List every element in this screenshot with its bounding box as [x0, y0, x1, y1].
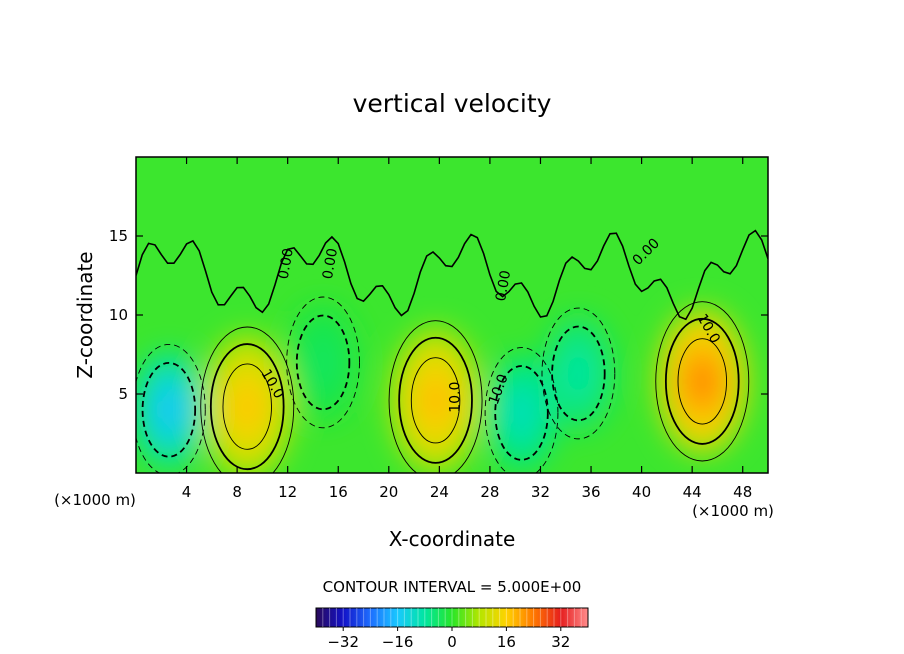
y-axis-label: Z-coordinate	[73, 251, 97, 378]
contour-ring-6-0	[286, 296, 360, 429]
contour-ring-6-1	[295, 314, 351, 411]
contour-ring-4-1	[494, 365, 549, 461]
colorbar: −32 −16 0 16 32	[315, 607, 589, 651]
x-tick-label-0: 4	[182, 483, 192, 501]
plot-area: 10.0 10.0 10.010.00.00 0.000.000.00	[136, 157, 768, 473]
colorbar-stripes	[322, 608, 582, 627]
field-cell-3-4	[161, 398, 176, 422]
x-tick-label-7: 32	[531, 483, 550, 501]
field-cell-1-4	[426, 385, 445, 415]
x-tick-label-5: 24	[430, 483, 449, 501]
contour-label-5: 0.00	[320, 247, 341, 280]
x-axis-label: X-coordinate	[389, 527, 516, 551]
colorbar-tick-label-3: 16	[497, 633, 516, 651]
chart-title: vertical velocity	[353, 89, 552, 118]
y-tick-label-0: 5	[118, 385, 128, 403]
contour-ring-2-1	[664, 317, 740, 445]
field-cell-4-4	[514, 401, 529, 425]
y-axis-ticks: 5 10 15	[109, 227, 768, 403]
contour-interval-label: CONTOUR INTERVAL = 5.000E+00	[323, 578, 582, 596]
contour-ring-1-0	[388, 320, 483, 473]
x-unit-label-right: (×1000 m)	[692, 502, 774, 520]
colorbar-ticks: −32 −16 0 16 32	[327, 627, 570, 651]
contour-ring-2-0	[655, 301, 750, 462]
x-tick-label-8: 36	[581, 483, 600, 501]
contour-ring-1-1	[398, 336, 473, 464]
y-tick-label-2: 15	[109, 227, 128, 245]
x-tick-label-6: 28	[480, 483, 499, 501]
colorbar-tick-label-0: −32	[327, 633, 359, 651]
colorbar-tick-label-1: −16	[382, 633, 414, 651]
field-cell-5-4	[571, 362, 586, 385]
contour-ring-0-1	[209, 343, 285, 471]
contour-ring-5-0	[541, 307, 616, 440]
contour-ring-1-2	[410, 357, 461, 444]
zero-contour	[136, 229, 768, 321]
field-cell-2-4	[693, 366, 712, 396]
contour-label-1: 10.0	[448, 382, 464, 413]
x-axis-ticks: 4 8 12 16 20 24 28 32 36 40 44 48	[182, 157, 752, 501]
contour-labels: 10.0 10.0 10.010.00.00 0.000.000.00	[257, 235, 723, 412]
x-tick-label-4: 20	[379, 483, 398, 501]
x-unit-label-left: (×1000 m)	[54, 491, 136, 509]
x-tick-label-9: 40	[632, 483, 651, 501]
contour-ring-2-2	[677, 338, 727, 425]
field-cell-6-4	[315, 351, 331, 374]
contour-lines	[136, 229, 768, 473]
contour-ring-0-2	[222, 363, 272, 450]
y-tick-label-1: 10	[109, 306, 128, 324]
field-cell-0-4	[238, 392, 257, 422]
contour-ring-3-0	[136, 343, 206, 473]
x-tick-label-1: 8	[232, 483, 242, 501]
contour-label-6: 0.00	[493, 269, 514, 302]
x-tick-label-10: 44	[683, 483, 702, 501]
contour-ring-5-1	[551, 325, 606, 422]
contour-ring-4-0	[484, 347, 559, 473]
colorbar-tick-label-4: 32	[551, 633, 570, 651]
contour-ring-3-1	[141, 361, 197, 458]
x-tick-label-3: 16	[329, 483, 348, 501]
x-tick-label-11: 48	[733, 483, 752, 501]
contour-ring-0-0	[200, 326, 295, 473]
x-tick-label-2: 12	[278, 483, 297, 501]
colorbar-tick-label-2: 0	[447, 633, 457, 651]
contour-label-4: 0.00	[276, 247, 297, 280]
